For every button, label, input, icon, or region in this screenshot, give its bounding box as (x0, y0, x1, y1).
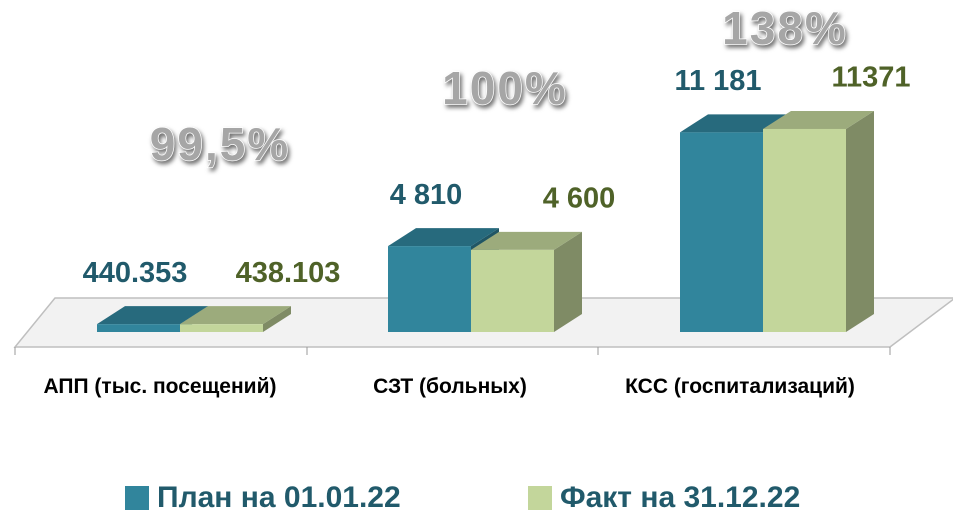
value-label: 11 181 (674, 65, 761, 97)
bar-top (388, 228, 499, 247)
bar-top (471, 231, 582, 250)
bar-top (680, 114, 791, 133)
bar-front (471, 249, 554, 332)
legend-label: План на 01.01.22 (157, 481, 401, 514)
bar-side (263, 306, 291, 332)
x-tick-label: АПП (тыс. посещений) (43, 375, 277, 398)
bar-top (763, 110, 874, 129)
bar (763, 110, 874, 332)
bar-side (846, 110, 874, 332)
annotation: 100% (442, 62, 568, 114)
annotation: 138% (722, 2, 848, 54)
bar-top (180, 306, 291, 325)
annotation: 99,5% (150, 118, 290, 170)
bar-front (97, 324, 180, 332)
value-label: 440.353 (83, 257, 188, 289)
x-tick-label: СЗТ (больных) (373, 375, 527, 398)
bar-front (388, 246, 471, 332)
legend-swatch (125, 486, 149, 510)
x-tick-label: КСС (госпитализаций) (625, 375, 855, 398)
bar-side (554, 231, 582, 332)
bar-front (180, 324, 263, 332)
value-label: 4 810 (390, 179, 463, 211)
bar (180, 306, 291, 332)
value-label: 11371 (831, 62, 910, 94)
bar-front (763, 128, 846, 332)
legend-swatch (528, 486, 552, 510)
bar (471, 231, 582, 332)
value-label: 4 600 (543, 183, 616, 215)
legend-label: Факт на 31.12.22 (560, 481, 800, 514)
bar-top (97, 306, 208, 325)
value-label: 438.103 (236, 257, 341, 289)
bar-front (680, 132, 763, 332)
